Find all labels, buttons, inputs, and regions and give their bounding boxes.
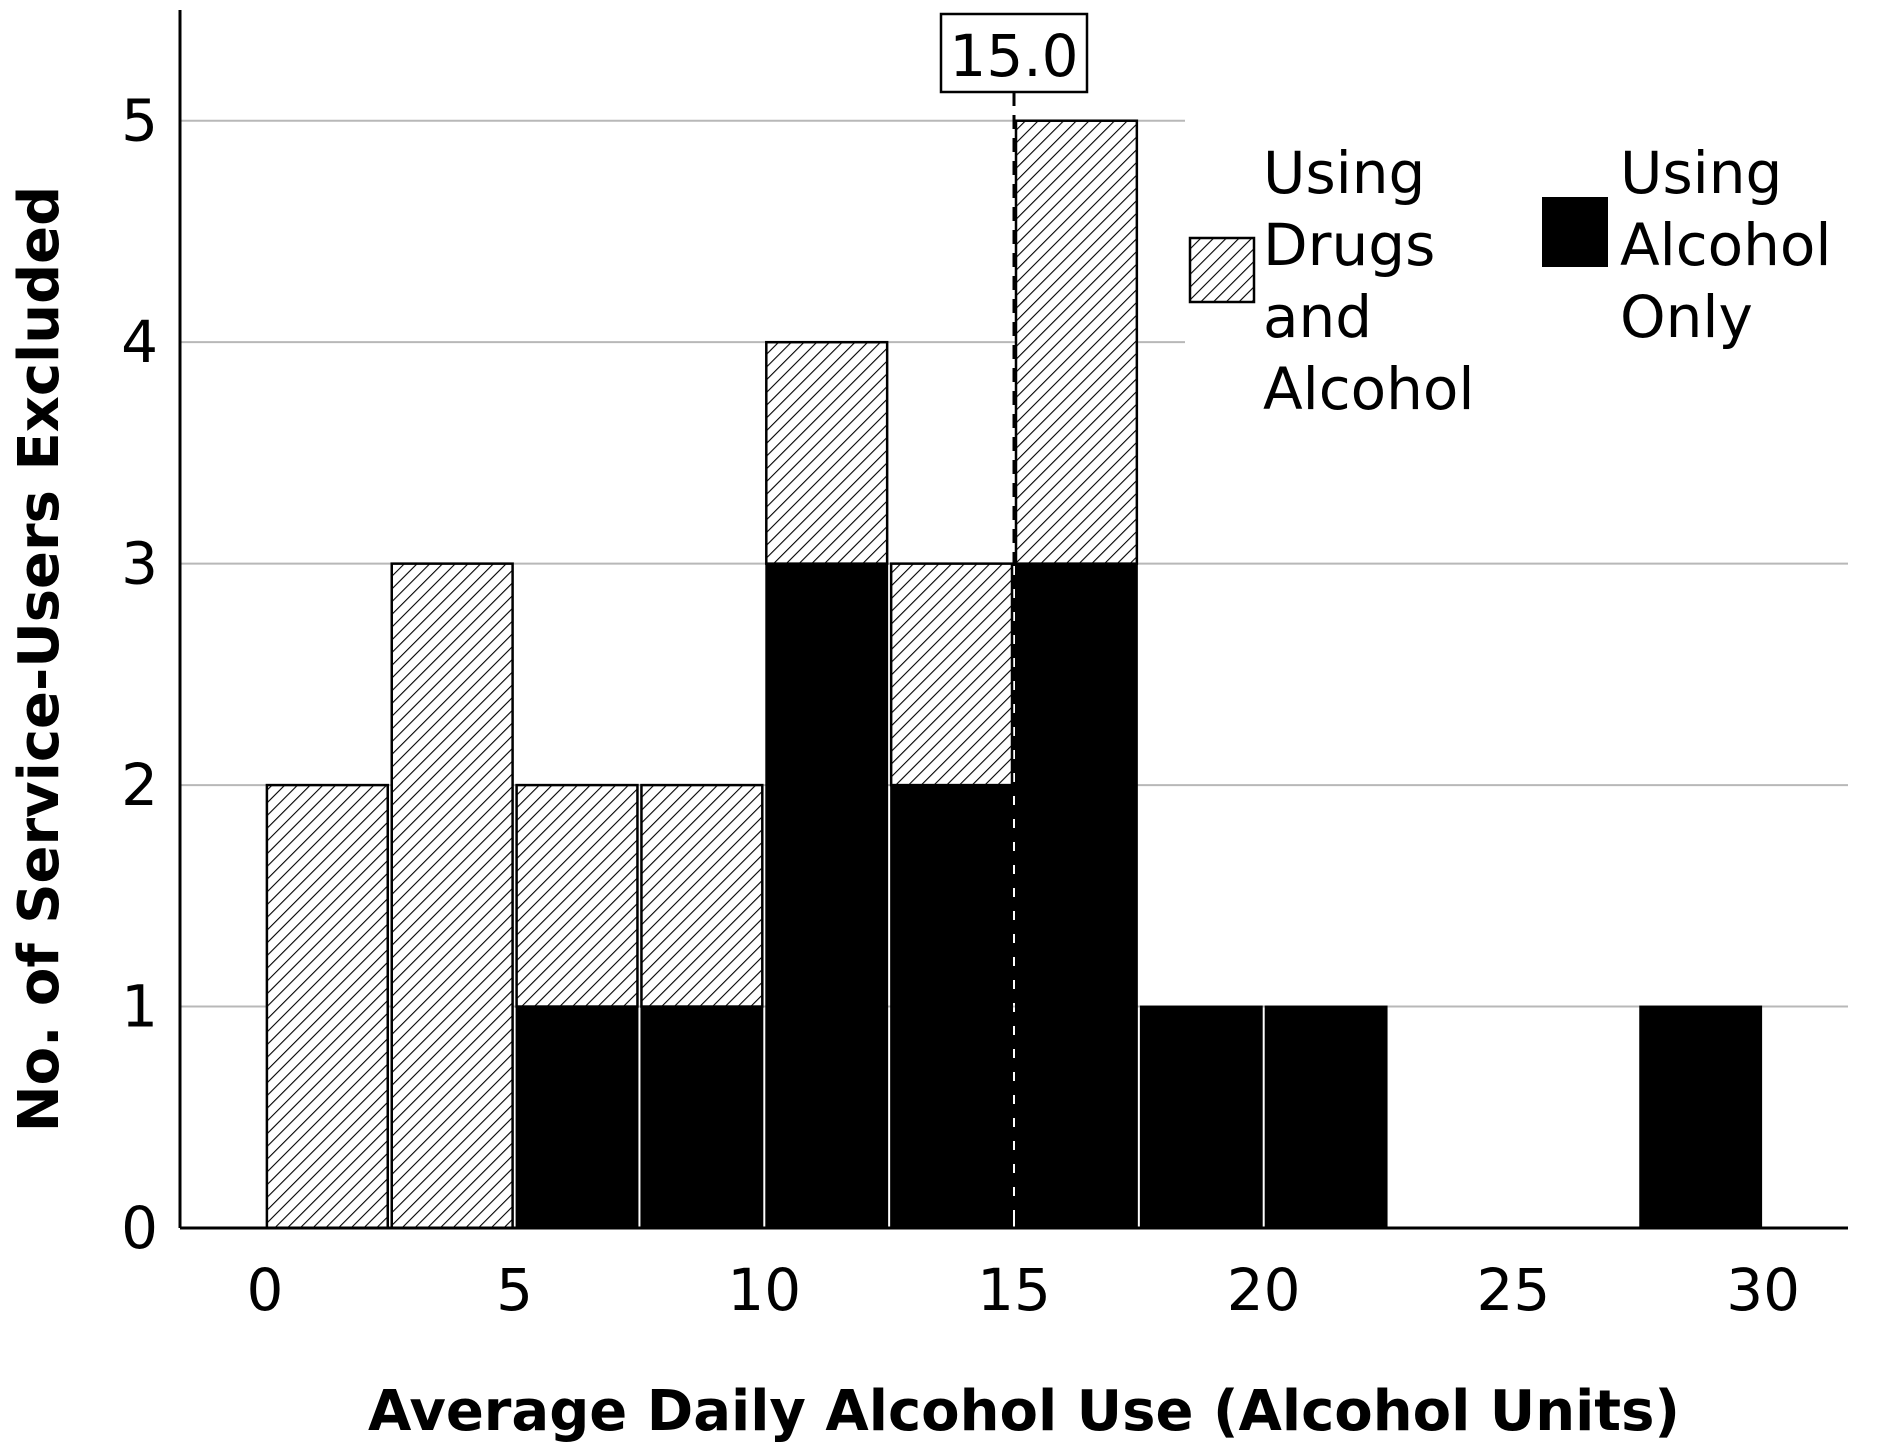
y-tick-label: 0 (121, 1194, 158, 1262)
x-tick-label: 25 (1476, 1256, 1550, 1324)
x-tick-label: 5 (496, 1256, 533, 1324)
axes (178, 10, 1848, 1230)
x-tick-label: 10 (727, 1256, 801, 1324)
bar-drugs-and-alcohol-5 (515, 783, 639, 1008)
reference-line-label: 15.0 (949, 22, 1078, 90)
legend-label-drugs-and-alcohol: Drugs (1263, 211, 1435, 279)
legend-label-alcohol-only: Alcohol (1620, 211, 1832, 279)
bar-drugs-and-alcohol-15 (1014, 119, 1139, 565)
tick-labels: 0 5 10 15 20 25 30 0 1 2 3 4 5 (121, 87, 1800, 1324)
legend-label-drugs-and-alcohol: Using (1263, 139, 1425, 207)
reference-line-group: 15.0 (939, 12, 1089, 1214)
legend-label-drugs-and-alcohol: Alcohol (1263, 355, 1475, 423)
bar-alcohol-only-27.5 (1639, 1005, 1763, 1230)
legend-swatch-alcohol-only (1542, 197, 1608, 267)
bar-alcohol-only-12.5 (890, 784, 1014, 1229)
bar-alcohol-only-20 (1264, 1005, 1388, 1230)
x-tick-label: 20 (1227, 1256, 1301, 1324)
y-tick-label: 1 (121, 973, 158, 1041)
bars (265, 119, 1763, 1230)
y-tick-label: 5 (121, 87, 158, 155)
bar-alcohol-only-5 (515, 1005, 639, 1230)
x-tick-label: 30 (1726, 1256, 1800, 1324)
bar-drugs-and-alcohol-2.5 (390, 562, 514, 1230)
bar-alcohol-only-10 (765, 562, 889, 1229)
legend-label-alcohol-only: Using (1620, 139, 1782, 207)
x-tick-label: 15 (977, 1256, 1051, 1324)
y-tick-label: 4 (121, 308, 158, 376)
bar-alcohol-only-17.5 (1139, 1005, 1263, 1230)
x-axis-title: Average Daily Alcohol Use (Alcohol Units… (368, 1379, 1680, 1444)
legend-swatch-drugs-and-alcohol (1188, 236, 1256, 304)
y-tick-label: 3 (121, 530, 158, 598)
reference-label-box (939, 12, 1089, 94)
bar-alcohol-only-7.5 (640, 1005, 764, 1230)
y-tick-label: 2 (121, 751, 158, 819)
legend-label-drugs-and-alcohol: and (1263, 283, 1372, 351)
bar-drugs-and-alcohol-0 (265, 783, 389, 1230)
bar-drugs-and-alcohol-12.5 (889, 562, 1014, 787)
bar-drugs-and-alcohol-7.5 (640, 783, 764, 1008)
x-tick-label: 0 (246, 1256, 283, 1324)
y-axis-title: No. of Service-Users Excluded (7, 186, 72, 1133)
legend-label-alcohol-only: Only (1620, 283, 1753, 351)
bar-alcohol-only-15 (1015, 562, 1138, 1229)
bar-drugs-and-alcohol-10 (765, 340, 889, 565)
